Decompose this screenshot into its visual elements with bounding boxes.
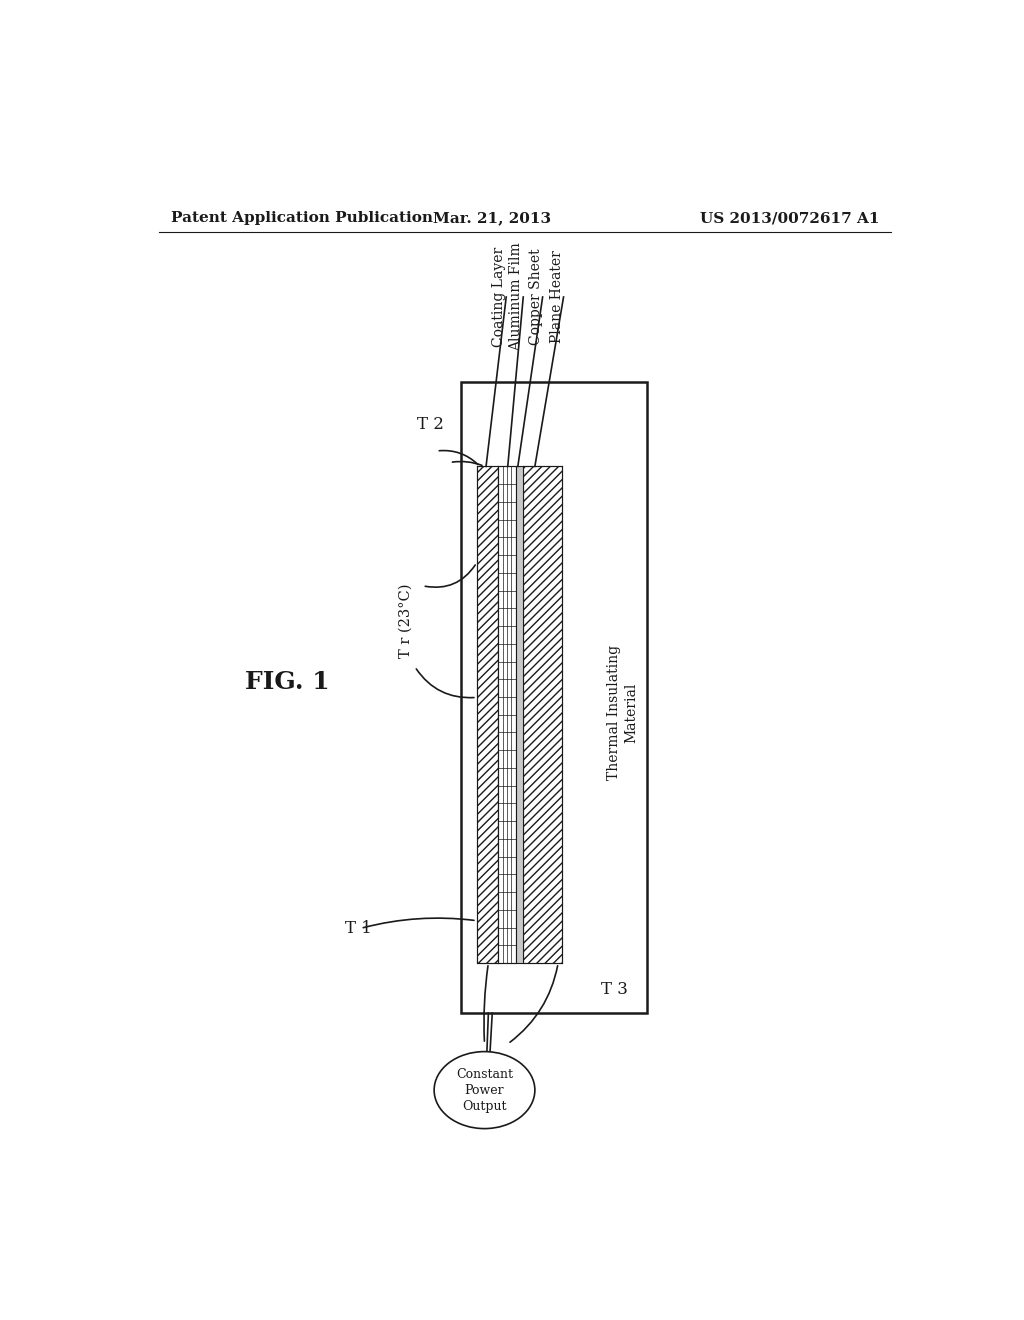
Bar — [499, 466, 515, 964]
Text: T 1: T 1 — [345, 920, 372, 937]
Text: Thermal Insulating
Material: Thermal Insulating Material — [607, 645, 638, 780]
Text: Copper Sheet: Copper Sheet — [528, 248, 543, 346]
FancyArrowPatch shape — [417, 669, 474, 698]
Text: T 2: T 2 — [418, 416, 444, 433]
Text: Constant
Power
Output: Constant Power Output — [456, 1068, 513, 1113]
Text: T r (23°C): T r (23°C) — [398, 583, 413, 657]
Bar — [477, 466, 499, 964]
Text: Plane Heater: Plane Heater — [550, 251, 563, 343]
Text: Patent Application Publication: Patent Application Publication — [171, 211, 432, 226]
FancyArrowPatch shape — [439, 450, 478, 465]
Text: Coating Layer: Coating Layer — [493, 247, 506, 347]
FancyArrowPatch shape — [364, 919, 474, 928]
Text: US 2013/0072617 A1: US 2013/0072617 A1 — [700, 211, 880, 226]
FancyArrowPatch shape — [425, 565, 475, 587]
Text: Mar. 21, 2013: Mar. 21, 2013 — [433, 211, 551, 226]
Bar — [515, 466, 523, 964]
Text: FIG. 1: FIG. 1 — [245, 671, 329, 694]
Ellipse shape — [434, 1052, 535, 1129]
Bar — [461, 381, 647, 1014]
FancyArrowPatch shape — [453, 462, 482, 466]
Text: Aluminum Film: Aluminum Film — [509, 243, 523, 351]
Bar — [523, 466, 562, 964]
FancyArrowPatch shape — [484, 966, 488, 1041]
Text: T 3: T 3 — [601, 982, 628, 998]
FancyArrowPatch shape — [510, 966, 558, 1043]
